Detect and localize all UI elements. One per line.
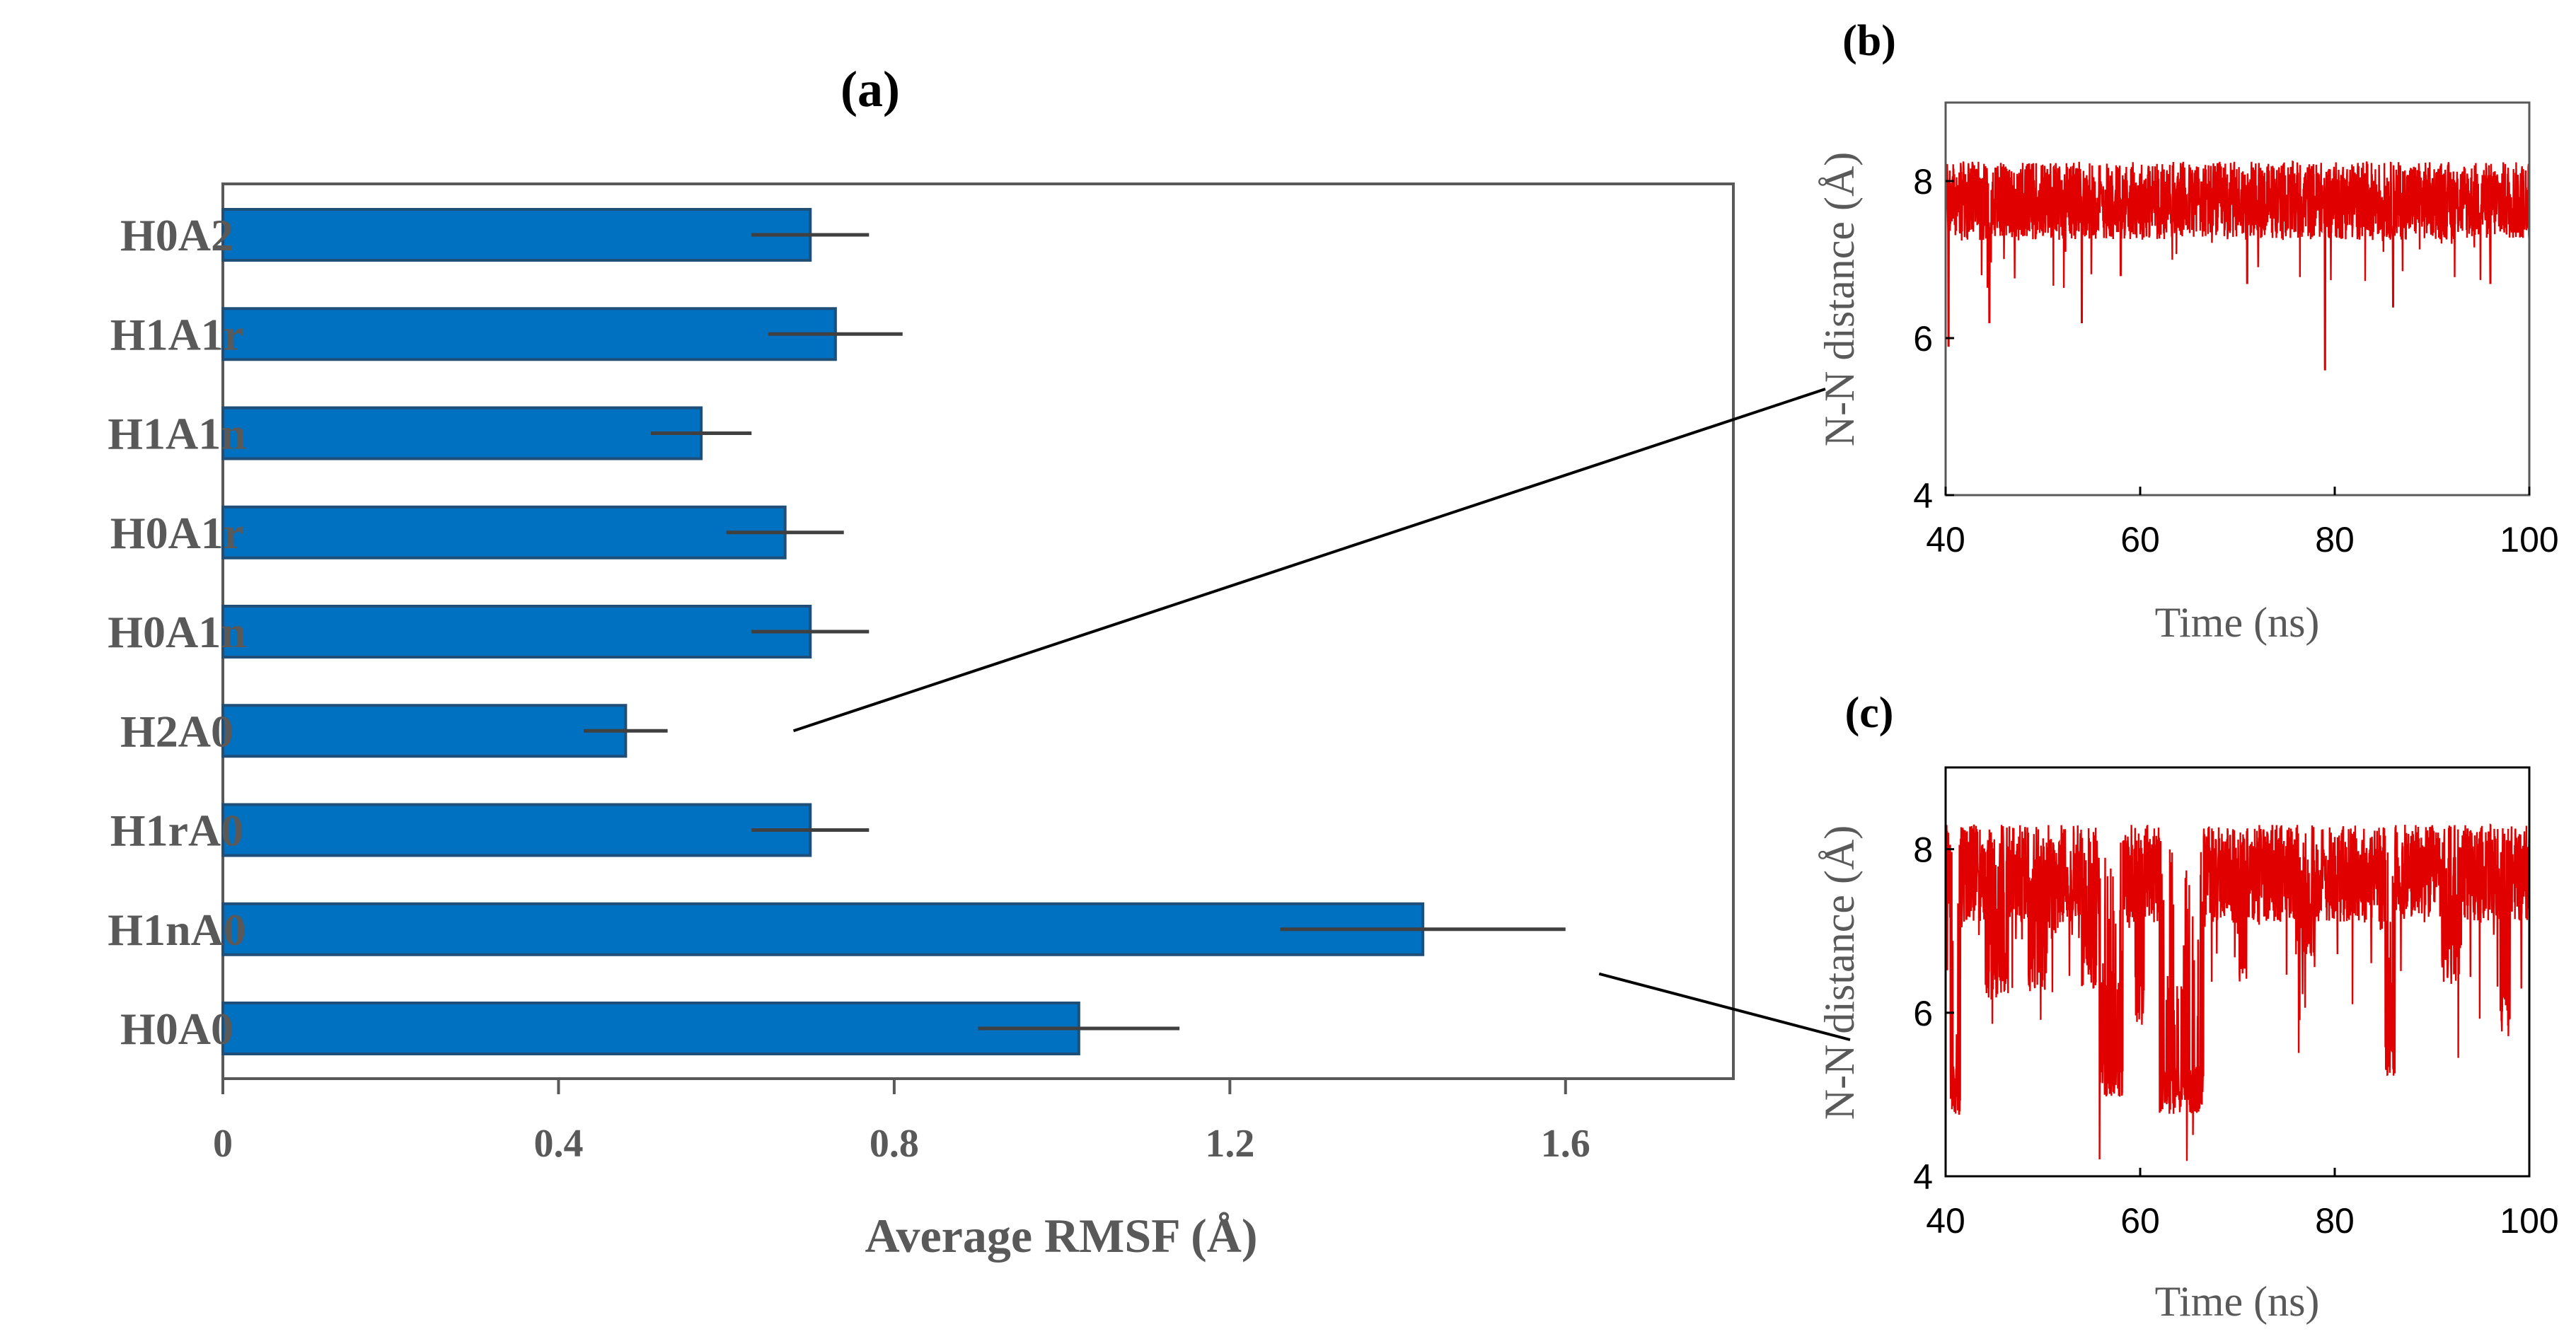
panel-a-x-axis-title: Average RMSF (Å) bbox=[865, 1209, 1257, 1263]
panel-c-plot-frame bbox=[1944, 766, 2531, 1178]
panel-c-trace bbox=[1944, 823, 2531, 1161]
panel-a-bars bbox=[221, 208, 1425, 1055]
panel-c-y-axis-title: N-N distance (Å) bbox=[1816, 825, 1863, 1120]
panel-c-axes: 40 60 80 100 4 6 8 bbox=[1913, 830, 2559, 1241]
panel-b-x-axis-title: Time (ns) bbox=[2155, 599, 2320, 646]
panel-c-title-letter: c bbox=[1859, 689, 1879, 737]
x-tick-label: 80 bbox=[2315, 1201, 2355, 1241]
panel-b-title: (b) bbox=[1842, 17, 1896, 65]
panel-b-plot-frame bbox=[1944, 101, 2531, 497]
panel-b-title-letter: b bbox=[1857, 17, 1881, 65]
category-label-h0a1n: H0A1n bbox=[108, 607, 246, 657]
y-tick-label: 4 bbox=[1913, 1157, 1933, 1197]
panel-a-category-labels: H0A2 H1A1r H1A1n H0A1r H0A1n H2A0 H1rA0 H1nA0 H0… bbox=[108, 210, 246, 1054]
connector-line-to-panel-c bbox=[1598, 972, 1851, 1041]
bar-h2a0 bbox=[221, 704, 628, 758]
panel-c-x-axis-title: Time (ns) bbox=[2155, 1278, 2320, 1325]
trace-line bbox=[1944, 160, 2531, 371]
panel-a-title-letter: a bbox=[857, 61, 883, 117]
y-tick-label: 4 bbox=[1913, 476, 1933, 516]
x-tick-label: 100 bbox=[2500, 1201, 2558, 1241]
y-tick-label: 8 bbox=[1913, 162, 1933, 202]
category-label-h0a0: H0A0 bbox=[120, 1004, 233, 1054]
bar-h1a1n bbox=[221, 406, 703, 460]
x-tick-label: 1.6 bbox=[1541, 1122, 1590, 1166]
category-label-h2a0: H2A0 bbox=[120, 706, 233, 756]
category-label-h0a2: H0A2 bbox=[120, 210, 233, 260]
bar-h0a2 bbox=[221, 208, 812, 262]
panel-a-bar-chart: (a) H0A2 H1A1r H1A1n H0A1r H0A1n H2A0 H1rA0 H1n… bbox=[108, 61, 1851, 1263]
bar-h1a1r bbox=[221, 307, 837, 361]
x-tick-label: 60 bbox=[2120, 520, 2160, 559]
x-tick-label: 0.4 bbox=[533, 1122, 583, 1166]
x-tick-label: 40 bbox=[1926, 1201, 1965, 1241]
connector-line-to-panel-b bbox=[792, 388, 1826, 733]
category-label-h1a1n: H1A1n bbox=[108, 409, 246, 459]
panel-a-error-bars bbox=[584, 233, 1566, 1031]
trace-line bbox=[1944, 823, 2531, 1161]
category-label-h0a1r: H0A1r bbox=[110, 508, 243, 558]
category-label-h1a1r: H1A1r bbox=[110, 309, 243, 359]
bar-h0a1r bbox=[221, 505, 787, 559]
panel-c-title: (c) bbox=[1845, 689, 1894, 737]
x-tick-label: 40 bbox=[1926, 520, 1965, 559]
bar-h0a0 bbox=[221, 1002, 1080, 1055]
panel-b-line-chart: (b) 40 60 80 100 4 6 8 Time (ns) N-N distance … bbox=[1816, 17, 2559, 646]
panel-a-x-axis: 0 0.4 0.8 1.2 1.6 bbox=[213, 1077, 1733, 1166]
panel-b-axes: 40 60 80 100 4 6 8 bbox=[1913, 162, 2559, 559]
x-tick-label: 0 bbox=[213, 1122, 233, 1166]
bar-h0a1n bbox=[221, 605, 812, 659]
panel-a-title: (a) bbox=[841, 61, 900, 117]
category-label-h1ra0: H1rA0 bbox=[110, 806, 243, 856]
bar-h1ra0 bbox=[221, 803, 812, 857]
x-tick-label: 1.2 bbox=[1205, 1122, 1254, 1166]
x-tick-label: 0.8 bbox=[870, 1122, 919, 1166]
y-tick-label: 6 bbox=[1913, 994, 1933, 1033]
x-tick-label: 80 bbox=[2315, 520, 2355, 559]
panel-b-y-axis-title: N-N distance (Å) bbox=[1816, 152, 1863, 447]
bar-h1na0 bbox=[221, 902, 1425, 956]
panel-a-connectors bbox=[792, 388, 1851, 1041]
category-label-h1na0: H1nA0 bbox=[108, 905, 246, 955]
x-tick-label: 100 bbox=[2500, 520, 2558, 559]
y-tick-label: 6 bbox=[1913, 319, 1933, 359]
x-tick-label: 60 bbox=[2120, 1201, 2160, 1241]
y-tick-label: 8 bbox=[1913, 830, 1933, 870]
panel-c-line-chart: (c) 40 60 80 100 4 6 8 Time (ns) N-N distance … bbox=[1816, 689, 2559, 1325]
panel-b-trace bbox=[1944, 160, 2531, 371]
